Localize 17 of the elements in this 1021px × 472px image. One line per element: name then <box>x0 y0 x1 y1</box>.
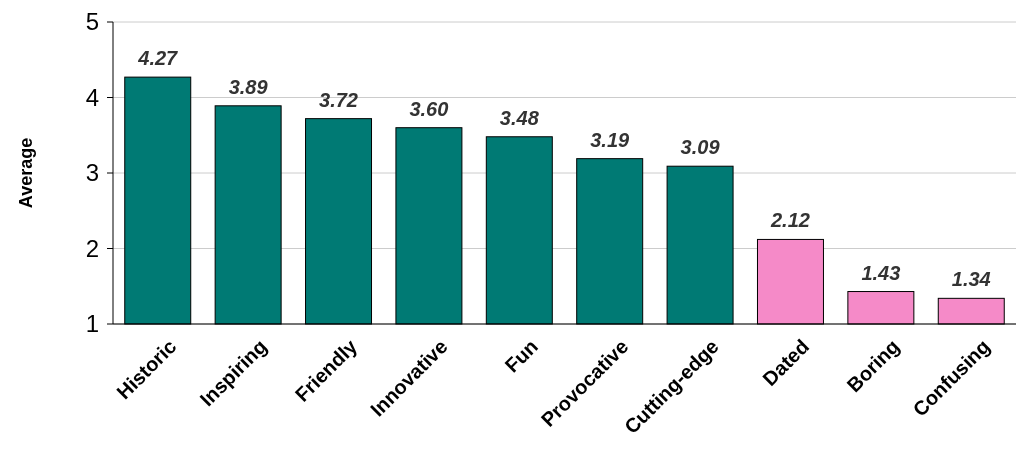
data-label: 1.34 <box>951 268 991 291</box>
data-label: 3.19 <box>590 128 631 151</box>
data-label: 2.12 <box>770 209 810 232</box>
data-label: 1.43 <box>861 261 901 284</box>
y-axis-title: Average <box>16 137 36 209</box>
data-label: 3.60 <box>409 97 449 120</box>
x-tick-label: Fun <box>500 335 543 377</box>
data-label: 4.27 <box>137 47 179 70</box>
y-tick-label: 2 <box>85 234 99 262</box>
data-label: 3.48 <box>499 106 540 129</box>
data-label: 3.72 <box>319 88 358 111</box>
y-tick-label: 3 <box>85 159 99 187</box>
y-tick-label: 5 <box>85 8 99 36</box>
y-tick-label: 4 <box>85 83 99 111</box>
y-tick-label: 1 <box>85 310 99 338</box>
data-label: 3.89 <box>228 75 269 98</box>
data-label: 3.09 <box>680 136 721 159</box>
